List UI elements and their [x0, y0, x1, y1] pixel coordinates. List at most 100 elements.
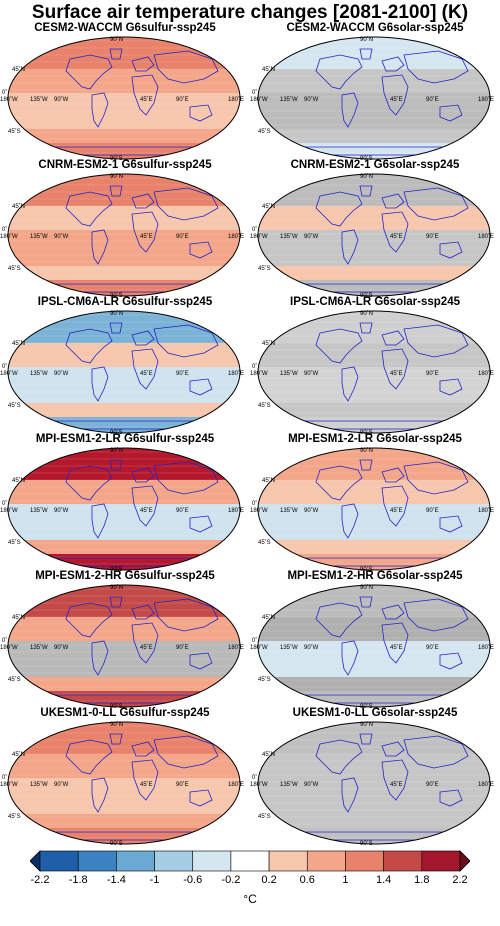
coastline	[91, 640, 109, 676]
axis-label: 135˚W	[280, 96, 298, 103]
map-border	[257, 721, 491, 845]
coastline	[381, 467, 405, 483]
coastline	[315, 739, 363, 775]
map-panel: CNRM-ESM2-1 G6solar-ssp245 90˚N 45˚N 0˚ 180˚…	[250, 159, 500, 298]
axis-label: 180˚W	[0, 507, 18, 514]
axis-label: 0˚	[252, 500, 257, 507]
axis-label: 90˚S	[360, 429, 373, 435]
axis-label: 45˚E	[390, 233, 403, 240]
colorbar-segment	[154, 850, 194, 872]
map-canvas: 90˚N 45˚N 0˚180˚W 135˚W 90˚W 45˚E 90˚E 180˚E 45˚…	[0, 721, 244, 846]
coastline	[109, 459, 123, 471]
coastline	[439, 241, 463, 259]
map-panel: CESM2-WACCM G6solar-ssp245 90˚N 45˚N 0˚ 180˚…	[250, 22, 500, 161]
axis-label: 90˚E	[176, 644, 189, 651]
coastline	[359, 596, 373, 608]
coastline	[131, 604, 155, 620]
coastline	[439, 104, 463, 122]
colorbar-tick-label: -1.4	[106, 874, 126, 886]
coastline	[359, 733, 373, 745]
axis-label: 45˚N	[262, 340, 275, 347]
axis-label: 45˚E	[140, 507, 153, 514]
axis-label: 135˚W	[30, 370, 48, 377]
axis-label: 180˚W	[250, 96, 268, 103]
axis-label: 90˚W	[304, 644, 319, 651]
map-panel: IPSL-CM6A-LR G6solar-ssp245 90˚N 45˚N 0˚ 180…	[250, 296, 500, 435]
map-canvas: 90˚N 45˚N 0˚180˚W 135˚W 90˚W 45˚E 90˚E 180˚E 45˚…	[250, 584, 494, 709]
colorbar	[30, 850, 470, 872]
axis-label: 135˚W	[280, 781, 298, 788]
axis-label: 45˚E	[390, 370, 403, 377]
axis-label: 135˚W	[280, 644, 298, 651]
axis-label: 90˚E	[426, 507, 439, 514]
map-panel: CESM2-WACCM G6sulfur-ssp245 90˚N 45˚N 0˚ 180…	[0, 22, 250, 161]
axis-label: 90˚N	[360, 173, 373, 180]
axis-label: 45˚S	[8, 676, 21, 683]
map-panel: IPSL-CM6A-LR G6sulfur-ssp245 90˚N 45˚N 0˚ 18…	[0, 296, 250, 435]
map-border	[7, 584, 241, 708]
map-canvas: 90˚N 45˚N 0˚180˚W 135˚W 90˚W 45˚E 90˚E 180˚E 45˚…	[250, 447, 494, 572]
map-border	[257, 447, 491, 571]
axis-label: 45˚E	[390, 781, 403, 788]
axis-label: 90˚S	[110, 155, 123, 161]
colorbar-segment	[421, 850, 461, 872]
axis-label: 180˚E	[228, 96, 244, 103]
axis-label: 90˚W	[54, 507, 69, 514]
axis-label: 90˚W	[304, 370, 319, 377]
colorbar-segment	[30, 850, 41, 872]
axis-label: 90˚S	[110, 292, 123, 298]
axis-label: 180˚E	[228, 507, 244, 514]
coastline	[65, 602, 113, 638]
axis-label: 90˚N	[360, 447, 373, 454]
coastline	[131, 741, 155, 757]
axis-label: 45˚S	[258, 676, 271, 683]
axis-label: 180˚E	[478, 370, 494, 377]
coastline	[65, 54, 113, 90]
axis-label: 180˚W	[0, 781, 18, 788]
axis-label: 90˚N	[110, 721, 123, 728]
axis-label: 135˚W	[30, 781, 48, 788]
axis-label: 45˚E	[390, 96, 403, 103]
coastline	[341, 229, 359, 265]
coastline	[189, 515, 213, 533]
coastline	[131, 56, 155, 72]
coastline	[65, 465, 113, 501]
map-panel: MPI-ESM1-2-HR G6sulfur-ssp245 90˚N 45˚N 0˚ 1…	[0, 570, 250, 709]
map-canvas: 90˚N 45˚N 0˚180˚W 135˚W 90˚W 45˚E 90˚E 180˚E 45˚…	[0, 447, 244, 572]
coastline	[153, 598, 219, 632]
coastline	[381, 74, 409, 116]
map-panel: MPI-ESM1-2-LR G6sulfur-ssp245 90˚N 45˚N 0˚ 1…	[0, 433, 250, 572]
axis-label: 180˚W	[0, 96, 18, 103]
coastline	[403, 187, 469, 221]
axis-label: 45˚N	[12, 614, 25, 621]
axis-label: 180˚E	[478, 507, 494, 514]
map-panel: MPI-ESM1-2-LR G6solar-ssp245 90˚N 45˚N 0˚ 18…	[250, 433, 500, 572]
map-canvas: 90˚N 45˚N 0˚180˚W 135˚W 90˚W 45˚E 90˚E 180˚E 45˚…	[250, 173, 494, 298]
coastline	[189, 104, 213, 122]
map-border	[257, 584, 491, 708]
axis-label: 45˚S	[258, 128, 271, 135]
coastline	[359, 185, 373, 197]
axis-label: 90˚W	[54, 781, 69, 788]
axis-label: 90˚E	[426, 96, 439, 103]
axis-label: 0˚	[2, 500, 7, 507]
axis-label: 45˚S	[258, 265, 271, 272]
map-canvas: 90˚N 45˚N 0˚180˚W 135˚W 90˚W 45˚E 90˚E 180˚E 45˚…	[0, 310, 244, 435]
axis-label: 180˚W	[250, 507, 268, 514]
colorbar-segment	[268, 850, 308, 872]
map-canvas: 90˚N 45˚N 0˚180˚W 135˚W 90˚W 45˚E 90˚E 180˚E 45˚…	[0, 36, 244, 161]
colorbar-segment	[77, 850, 117, 872]
axis-label: 0˚	[2, 226, 7, 233]
panel-title: MPI-ESM1-2-HR G6sulfur-ssp245	[35, 570, 215, 582]
axis-label: 90˚S	[110, 703, 123, 709]
axis-label: 180˚W	[0, 370, 18, 377]
axis-label: 0˚	[252, 637, 257, 644]
axis-label: 90˚E	[176, 507, 189, 514]
coastline	[341, 92, 359, 128]
coastline	[341, 777, 359, 813]
coastline	[189, 378, 213, 396]
coastline	[189, 789, 213, 807]
axis-label: 45˚S	[8, 128, 21, 135]
coastline	[403, 598, 469, 632]
coastline	[439, 378, 463, 396]
